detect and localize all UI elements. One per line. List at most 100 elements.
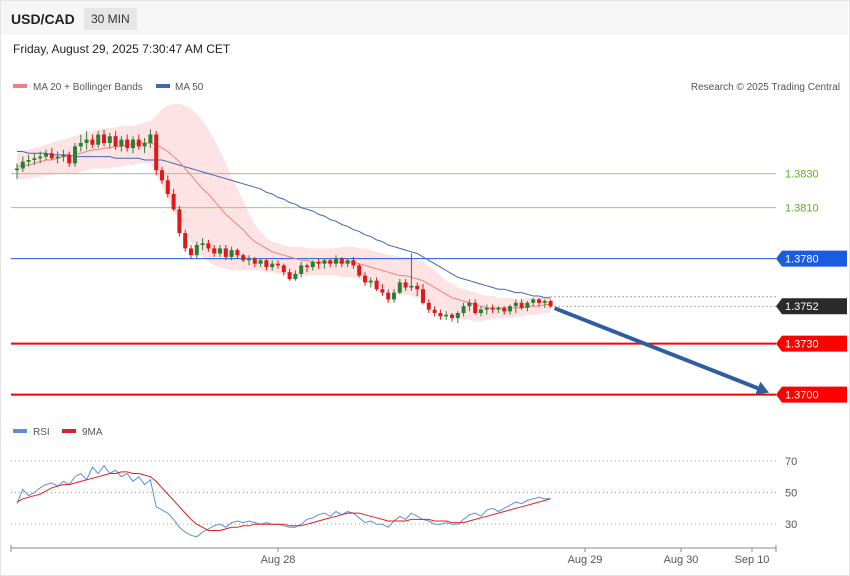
candle <box>351 256 356 269</box>
candle-body <box>119 139 124 147</box>
candle-body <box>67 154 72 164</box>
timeframe-badge[interactable]: 30 MIN <box>84 8 137 30</box>
candle <box>78 134 83 152</box>
candle <box>357 263 362 278</box>
candle <box>403 279 408 291</box>
candle-body <box>223 248 228 257</box>
candle <box>102 129 106 147</box>
candle-body <box>113 136 118 147</box>
candle <box>432 306 437 317</box>
candle-body <box>154 134 159 171</box>
candle <box>55 151 60 164</box>
candle-body <box>345 260 350 264</box>
candle-body <box>218 248 222 254</box>
moving-averages <box>16 142 551 309</box>
forecast-arrow-head <box>755 381 769 395</box>
candle-body <box>235 250 240 256</box>
candle <box>26 154 31 167</box>
candle-body <box>537 299 541 303</box>
candle <box>293 270 298 281</box>
candle-body <box>397 282 402 293</box>
candle-body <box>229 250 234 257</box>
candle-body <box>252 258 257 264</box>
candle-body <box>305 265 309 268</box>
candle-body <box>386 292 391 300</box>
rsi-series-9MA <box>16 471 551 531</box>
rsi-legend-swatch <box>13 429 27 433</box>
candle <box>194 241 199 259</box>
bollinger-bands <box>17 103 551 322</box>
candle <box>502 306 507 315</box>
candle <box>461 302 466 317</box>
candle <box>368 277 373 288</box>
candle <box>107 132 112 149</box>
candle-body <box>380 289 385 293</box>
candle <box>61 149 66 162</box>
rsi-panel: 70 50 30 <box>11 456 797 538</box>
candle-body <box>212 248 217 254</box>
price-level-labels: 1.3830 1.3810 1.3780 1.3752 1.3730 1.3700 <box>776 169 847 403</box>
candle <box>142 137 147 154</box>
candle <box>339 256 344 268</box>
time-tick-label: Aug 30 <box>664 554 699 566</box>
candle-body <box>461 306 466 313</box>
candle <box>322 258 327 269</box>
candle <box>131 136 135 154</box>
level-tag-1.3780 <box>776 250 847 267</box>
candle-body <box>171 194 176 210</box>
candle <box>345 258 350 268</box>
candle-body <box>496 307 501 310</box>
candle <box>247 255 251 266</box>
rsi-ma-legend-label: 9MA <box>82 427 103 438</box>
candle-body <box>490 307 495 310</box>
candle-body <box>432 309 437 313</box>
candle <box>537 297 541 307</box>
candle <box>113 131 118 150</box>
candle <box>148 129 153 149</box>
candle-body <box>531 299 536 303</box>
ma50-legend-swatch <box>156 84 170 88</box>
candle <box>44 149 48 160</box>
candle-body <box>49 153 54 159</box>
candle <box>258 258 263 268</box>
candle <box>426 299 431 313</box>
candle <box>450 313 454 322</box>
candle-body <box>78 143 83 147</box>
candle <box>479 306 483 317</box>
candle-body <box>409 285 414 288</box>
candle <box>223 245 228 261</box>
candle <box>386 289 391 303</box>
candle <box>310 260 315 271</box>
candles <box>15 129 553 324</box>
candle-body <box>44 153 48 157</box>
candle <box>473 299 478 315</box>
level-tag-1.3730 <box>776 335 847 352</box>
bollinger-band-area <box>17 103 551 322</box>
candle <box>154 131 159 176</box>
candle <box>287 268 292 281</box>
candle-body <box>183 233 188 249</box>
candle-body <box>96 134 101 145</box>
candle-body <box>368 280 373 283</box>
candle-body <box>247 258 251 261</box>
candle <box>38 151 43 164</box>
candle-body <box>351 260 356 266</box>
candle-body <box>426 302 431 310</box>
level-label-1.3810: 1.3810 <box>785 203 819 215</box>
candle-body <box>55 156 60 159</box>
candle-body <box>26 160 31 162</box>
candle <box>264 258 269 271</box>
candle-body <box>444 314 449 317</box>
candle <box>484 304 489 315</box>
candle <box>96 131 101 149</box>
forecast-arrow <box>553 306 769 395</box>
candle <box>508 304 512 315</box>
candle <box>525 301 530 312</box>
level-label-1.3752: 1.3752 <box>785 301 819 313</box>
candle-body <box>519 302 524 308</box>
candle <box>200 238 205 251</box>
candle-body <box>484 307 489 310</box>
candle <box>183 229 188 252</box>
candle-body <box>513 302 518 307</box>
